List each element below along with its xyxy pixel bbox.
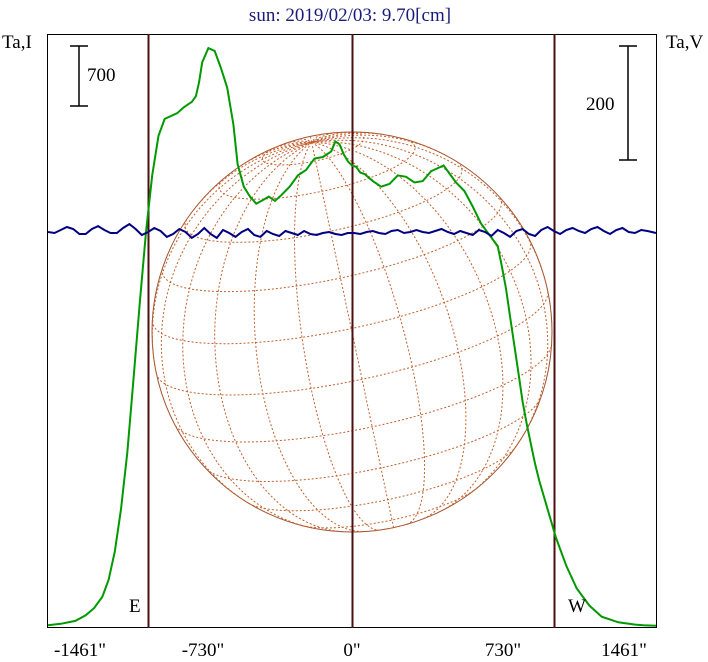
longitude-line [311, 132, 337, 143]
x-tick-label: -730" [182, 640, 225, 661]
longitude-line [285, 140, 312, 144]
x-tick-label: 1461" [601, 640, 647, 661]
longitude-line [311, 134, 447, 157]
x-tick-label: 730" [485, 640, 521, 661]
longitude-line [214, 141, 343, 533]
longitude-line [311, 141, 504, 512]
longitude-line [311, 139, 549, 447]
latitude-line [184, 161, 463, 243]
longitude-line [311, 134, 322, 143]
limb-marker-w: W [568, 596, 586, 617]
right-axis-label: Ta,V [666, 32, 703, 53]
longitude-line [268, 141, 312, 151]
longitude-line [151, 141, 312, 374]
left-axis-label: Ta,I [2, 32, 32, 53]
longitude-line [311, 131, 355, 143]
limb-marker-e: E [129, 596, 141, 617]
longitude-line [300, 138, 312, 143]
latitude-line [302, 488, 477, 529]
longitude-line [311, 137, 549, 291]
latitude-line [151, 240, 532, 345]
scale-bar-right [619, 45, 637, 161]
solar-disk-grid [151, 131, 553, 533]
scale-bar-right-label: 200 [586, 94, 615, 115]
chart-title: sun: 2019/02/03: 9.70[cm] [249, 5, 451, 26]
longitude-line [193, 141, 312, 210]
scale-bar-left-label: 700 [87, 65, 116, 86]
latitude-line [161, 196, 503, 293]
latitude-line [205, 397, 542, 483]
scale-bar-left [70, 45, 88, 107]
longitude-line [160, 141, 312, 504]
series-line-ta-v [47, 222, 657, 240]
x-tick-label: 0" [343, 640, 360, 661]
longitude-line [311, 141, 467, 520]
longitude-line [253, 141, 363, 533]
longitude-line [293, 141, 381, 531]
latitude-line [248, 446, 517, 512]
series-line-ta-i [47, 46, 657, 627]
latitude-line [175, 345, 552, 443]
latitude-line [218, 138, 416, 200]
x-tick-label: -1461" [54, 640, 106, 661]
longitude-line [311, 141, 426, 525]
longitude-line [309, 136, 313, 143]
longitude-line [311, 142, 395, 528]
